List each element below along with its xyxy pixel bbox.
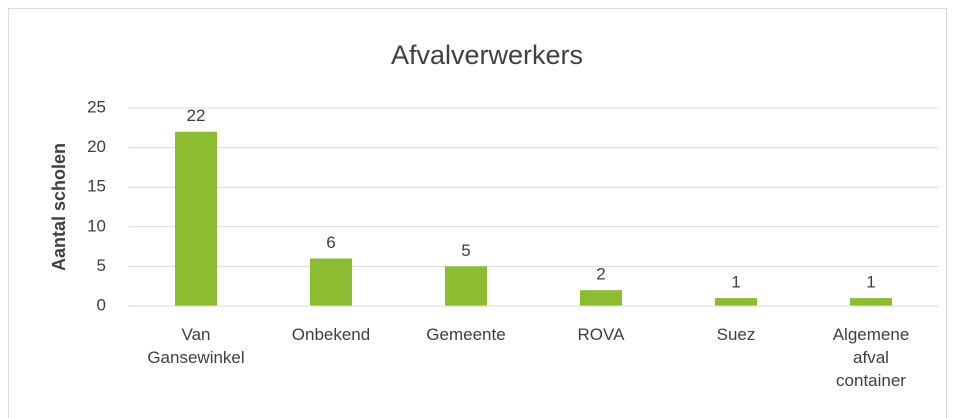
value-label: 6 [326,233,335,252]
y-tick-label: 0 [97,295,106,314]
bar [850,298,892,306]
y-tick-label: 25 [87,97,106,116]
y-tick-label: 20 [87,137,106,156]
value-label: 1 [731,273,740,292]
x-tick-label: Gemeente [426,325,505,344]
bar [310,258,352,306]
bar [445,266,487,306]
y-axis-label: Aantal scholen [49,143,69,271]
chart-title: Afvalverwerkers [391,40,583,70]
value-label: 22 [187,106,206,125]
bar [715,298,757,306]
x-tick-label: Suez [717,325,756,344]
x-tick-label: Onbekend [292,325,370,344]
y-tick-label: 15 [87,177,106,196]
x-tick-label: ROVA [578,325,626,344]
value-label: 1 [866,273,875,292]
y-tick-label: 10 [87,216,106,235]
bar [580,290,622,306]
y-tick-label: 5 [97,256,106,275]
value-label: 5 [461,241,470,260]
x-tick-label: Algemene afval container [833,325,910,390]
bar [175,131,217,306]
chart-border [8,8,947,418]
value-label: 2 [596,265,605,284]
x-tick-label: Van Gansewinkel [147,325,244,367]
